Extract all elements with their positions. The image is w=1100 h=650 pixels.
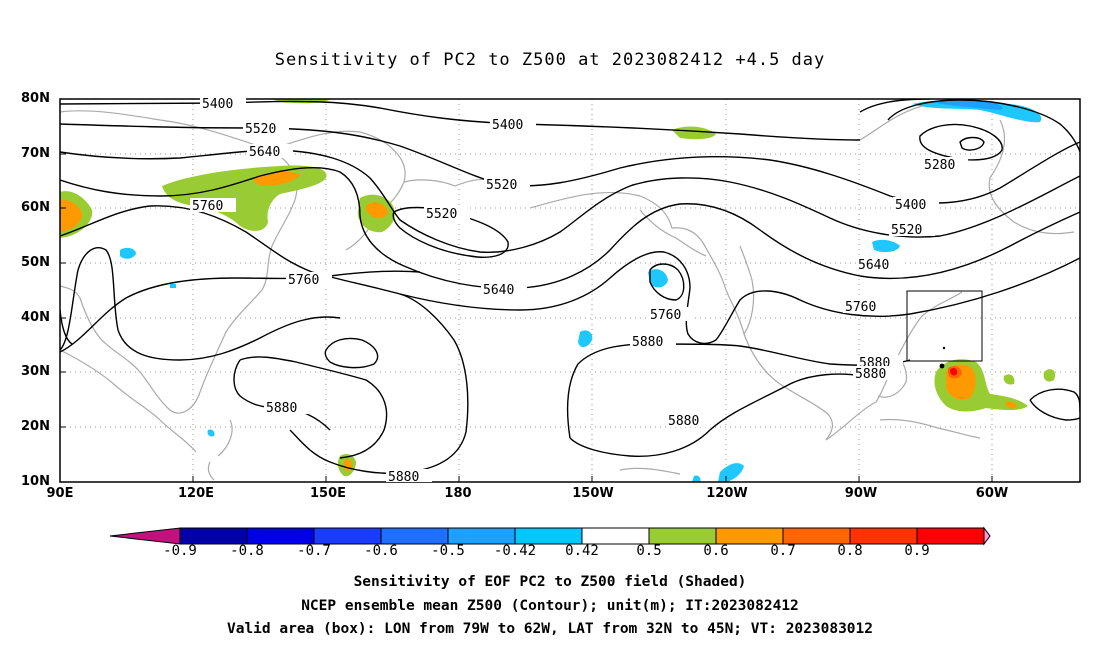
contour-label: 5520 bbox=[891, 223, 922, 238]
colorbar-swatch bbox=[849, 527, 918, 545]
colorbar-label: 0.8 bbox=[837, 543, 863, 559]
colorbar-label: 0.5 bbox=[636, 543, 662, 559]
map-border bbox=[59, 98, 1081, 483]
lat-label-80n: 80N bbox=[21, 91, 50, 106]
colorbar-swatch bbox=[916, 527, 985, 545]
sensitivity-shading bbox=[60, 99, 1056, 482]
contour-label: 5520 bbox=[245, 122, 276, 137]
colorbar-label: -0.7 bbox=[297, 543, 331, 559]
contour-label: 5400 bbox=[202, 97, 233, 112]
contour-label: 5400 bbox=[895, 198, 926, 213]
lon-label-180: 180 bbox=[444, 486, 472, 501]
contour-label: 5880 bbox=[668, 414, 699, 429]
contour-label: 5880 bbox=[855, 367, 886, 382]
lat-label-60n: 60N bbox=[21, 200, 50, 215]
caption-line-1: Sensitivity of EOF PC2 to Z500 field (Sh… bbox=[353, 574, 747, 590]
contour-label: 5880 bbox=[632, 335, 663, 350]
colorbar-label: 0.9 bbox=[904, 543, 930, 559]
lat-label-40n: 40N bbox=[21, 310, 50, 325]
colorbar-label: 0.42 bbox=[565, 543, 599, 559]
colorbar-label: -0.9 bbox=[163, 543, 197, 559]
colorbar-swatch bbox=[380, 527, 449, 545]
lat-label-30n: 30N bbox=[21, 364, 50, 379]
colorbar-swatch bbox=[782, 527, 851, 545]
lon-label-60w: 60W bbox=[975, 486, 1009, 501]
contour-label: 5880 bbox=[266, 401, 297, 416]
caption-line-3: Valid area (box): LON from 79W to 62W, L… bbox=[226, 621, 873, 637]
lon-label-150e: 150E bbox=[309, 486, 347, 501]
lon-label-90w: 90W bbox=[844, 486, 878, 501]
contour-label: 5760 bbox=[288, 273, 319, 288]
lon-label-150w: 150W bbox=[572, 486, 614, 501]
colorbar-label: 0.6 bbox=[703, 543, 729, 559]
contour-label: 5520 bbox=[486, 178, 517, 193]
contour-label: 5760 bbox=[650, 308, 681, 323]
colorbar-arrow-right bbox=[983, 526, 991, 546]
colorbar-swatch bbox=[179, 527, 248, 545]
contour-label: 5760 bbox=[192, 199, 223, 214]
colorbar-swatch bbox=[447, 527, 516, 545]
colorbar-swatch bbox=[246, 527, 315, 545]
lat-label-20n: 20N bbox=[21, 419, 50, 434]
lat-label-70n: 70N bbox=[21, 146, 50, 161]
axis-ticks bbox=[60, 98, 993, 483]
contour-label: 5880 bbox=[388, 470, 419, 485]
lon-label-120e: 120E bbox=[177, 486, 215, 501]
caption-line-2: NCEP ensemble mean Z500 (Contour); unit(… bbox=[301, 598, 799, 614]
colorbar-swatch bbox=[581, 527, 650, 545]
colorbar-swatch bbox=[313, 527, 382, 545]
colorbar-label: 0.7 bbox=[770, 543, 796, 559]
contour-label: 5760 bbox=[845, 300, 876, 315]
lon-label-120w: 120W bbox=[706, 486, 748, 501]
contour-labels: 5400 5520 5640 5760 5400 5520 5520 5280 … bbox=[190, 96, 968, 485]
marker-dot bbox=[942, 346, 946, 350]
colorbar-swatch bbox=[715, 527, 784, 545]
lon-label-90e: 90E bbox=[46, 486, 74, 501]
colorbar-label: -0.6 bbox=[364, 543, 398, 559]
contour-label: 5400 bbox=[492, 118, 523, 133]
lat-label-10n: 10N bbox=[21, 474, 50, 489]
contour-label: 5280 bbox=[924, 158, 955, 173]
contour-label: 5520 bbox=[426, 207, 457, 222]
lat-label-50n: 50N bbox=[21, 255, 50, 270]
contour-label: 5640 bbox=[483, 283, 514, 298]
marker-dot bbox=[939, 363, 945, 369]
colorbar-label: -0.8 bbox=[230, 543, 264, 559]
plot-title: Sensitivity of PC2 to Z500 at 2023082412… bbox=[274, 50, 826, 70]
colorbar-label: -0.42 bbox=[493, 543, 537, 559]
colorbar-swatch bbox=[648, 527, 717, 545]
colorbar-arrow-left bbox=[109, 527, 181, 545]
valid-area-box bbox=[906, 290, 983, 362]
colorbar-swatch bbox=[514, 527, 583, 545]
contour-label: 5640 bbox=[858, 258, 889, 273]
contour-label: 5640 bbox=[249, 145, 280, 160]
colorbar-label: -0.5 bbox=[431, 543, 465, 559]
